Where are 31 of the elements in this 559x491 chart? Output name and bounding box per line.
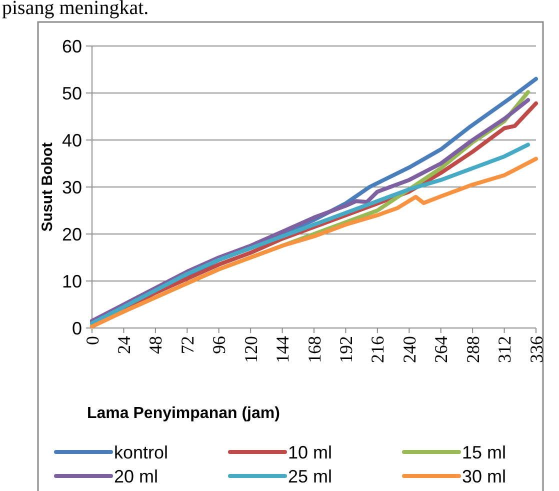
- legend-label: 15 ml: [462, 442, 506, 462]
- y-tick-label: 50: [62, 83, 82, 104]
- y-tick-label: 20: [62, 224, 82, 244]
- y-tick-label: 0: [72, 318, 82, 338]
- y-tick-label: 30: [62, 177, 82, 198]
- x-tick-label: 192: [336, 336, 356, 363]
- x-tick-label: 48: [146, 336, 166, 354]
- x-tick-label: 144: [272, 336, 293, 363]
- legend-label: kontrol: [114, 442, 168, 462]
- y-axis-title: Susut Bobot: [39, 142, 56, 232]
- legend-label: 25 ml: [288, 466, 332, 486]
- y-tick-label: 40: [62, 130, 82, 150]
- text: pisang meningkat.: [2, 0, 149, 19]
- legend-label: 20 ml: [114, 466, 158, 486]
- x-tick-label: 0: [82, 336, 102, 345]
- x-tick-label: 312: [494, 336, 515, 363]
- y-tick-label: 10: [62, 271, 82, 292]
- x-tick-label: 240: [399, 336, 420, 363]
- x-tick-label: 216: [368, 336, 388, 363]
- y-tick-label: 60: [62, 36, 82, 56]
- x-tick-label: 120: [240, 336, 261, 363]
- legend-label: 30 ml: [462, 466, 506, 486]
- x-tick-label: 288: [462, 336, 483, 363]
- x-tick-label: 168: [304, 336, 324, 363]
- x-tick-label: 336: [526, 336, 546, 363]
- x-tick-label: 264: [431, 336, 452, 363]
- legend-label: 10 ml: [288, 442, 332, 462]
- x-tick-label: 72: [177, 336, 198, 354]
- x-tick-label: 96: [209, 336, 230, 354]
- x-axis-title: Lama Penyimpanan (jam): [87, 405, 280, 422]
- x-tick-label: 24: [114, 336, 134, 354]
